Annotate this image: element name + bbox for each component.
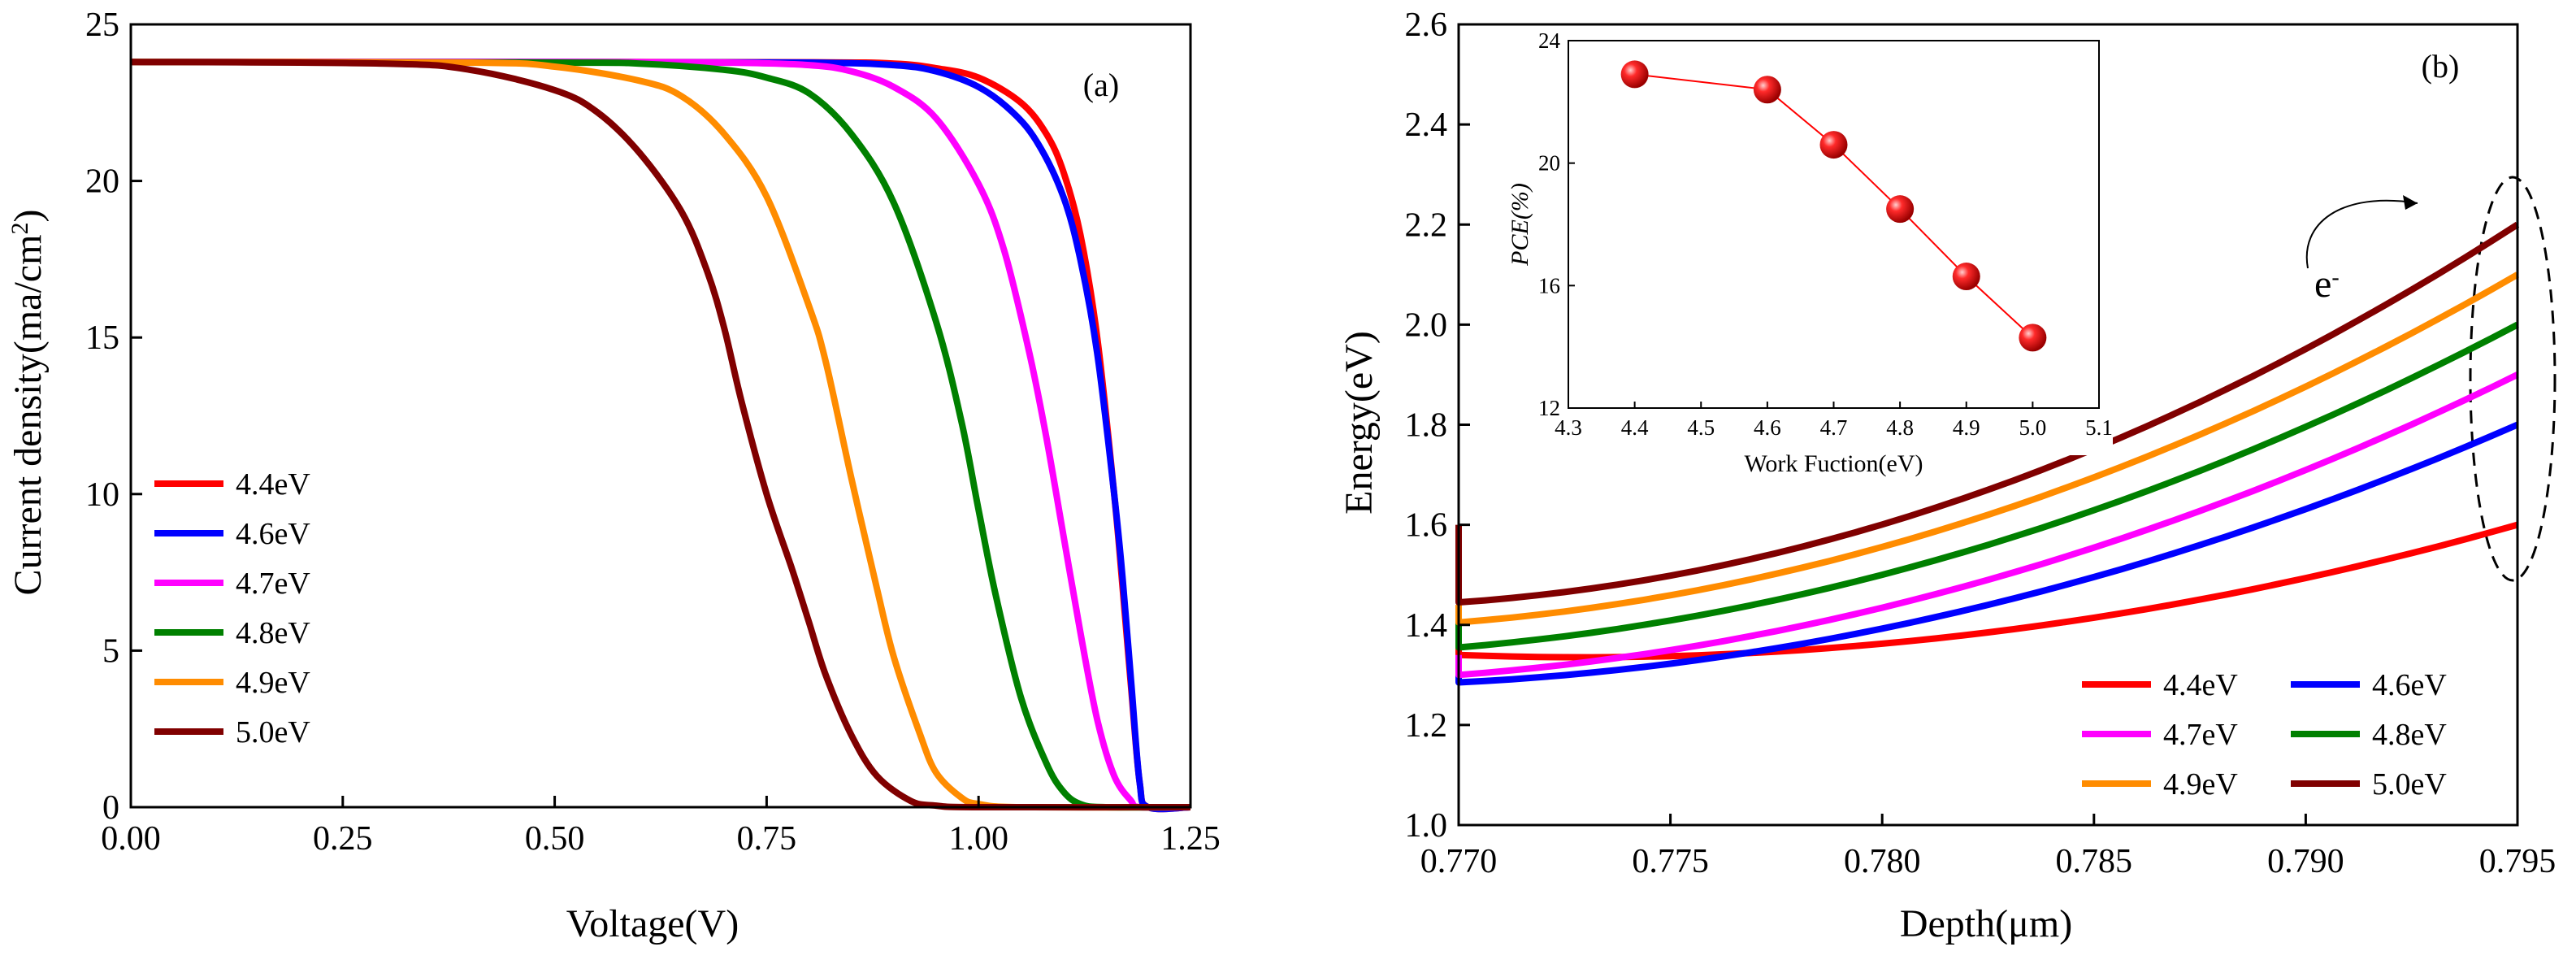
inset-pce-point bbox=[1620, 60, 1649, 89]
panel-b-x-tick-label: 0.775 bbox=[1632, 843, 1709, 880]
barrier-ellipse bbox=[2469, 176, 2556, 582]
inset-pce-line bbox=[1634, 73, 2034, 339]
inset-x-tick-label: 4.5 bbox=[1687, 415, 1715, 440]
inset-x-tick-label: 5.1 bbox=[2085, 415, 2113, 440]
electron-arrow bbox=[2305, 199, 2418, 269]
panel-a-y-tick-label: 5 bbox=[102, 632, 119, 670]
panel-b-x-tick-label: 0.795 bbox=[2479, 843, 2556, 880]
panel-b-series-4.7eV bbox=[1455, 371, 2519, 679]
inset-x-tick-label: 4.8 bbox=[1886, 415, 1914, 440]
panel-a-x-tick-label: 0.00 bbox=[101, 820, 161, 858]
panel-b-legend-label: 4.4eV bbox=[2163, 668, 2238, 702]
panel-b-y-tick-label: 2.4 bbox=[1405, 106, 1448, 144]
panel-a-y-tick-label: 25 bbox=[85, 7, 119, 44]
panel-a-y-axis-label: Current density(ma/cm2) bbox=[7, 210, 50, 596]
panel-a-y-tick-label: 10 bbox=[85, 476, 119, 514]
inset-pce-point bbox=[1886, 195, 1915, 224]
panel-b-legend-label: 4.9eV bbox=[2163, 767, 2238, 801]
inset-y-tick-label: 12 bbox=[1538, 396, 1560, 420]
panel-b-series-4.6eV bbox=[1455, 421, 2519, 686]
panel-b-legend-label: 5.0eV bbox=[2372, 767, 2447, 801]
inset-y-tick-label: 20 bbox=[1538, 151, 1560, 176]
inset-pce-point bbox=[2019, 324, 2047, 352]
panel-a-x-tick-label: 1.25 bbox=[1160, 820, 1221, 858]
inset-x-tick-label: 5.0 bbox=[2019, 415, 2047, 440]
panel-a-y-tick-label: 20 bbox=[85, 163, 119, 201]
panel-a-label: (a) bbox=[1083, 67, 1119, 103]
panel-b-series-5.0eV bbox=[1455, 221, 2520, 606]
inset-x-tick-label: 4.6 bbox=[1754, 415, 1781, 440]
panel-a-series-4.9eV bbox=[130, 59, 1191, 811]
panel-b-legend-label: 4.7eV bbox=[2163, 718, 2238, 752]
panel-a-x-axis-label: Voltage(V) bbox=[566, 902, 739, 945]
panel-b-y-tick-label: 2.0 bbox=[1405, 306, 1448, 344]
inset-pce-point bbox=[1952, 263, 1980, 291]
panel-b-x-axis-label: Depth(μm) bbox=[1900, 902, 2072, 945]
inset-pce-point bbox=[1753, 76, 1781, 104]
panel-a-y-tick-label: 15 bbox=[85, 319, 119, 357]
inset-x-tick-label: 4.9 bbox=[1953, 415, 1980, 440]
panel-b-legend-label: 4.8eV bbox=[2372, 718, 2447, 752]
panel-b-y-tick-label: 1.0 bbox=[1405, 807, 1448, 845]
panel-a-x-tick-label: 0.25 bbox=[313, 820, 373, 858]
panel-b-x-tick-label: 0.770 bbox=[1420, 843, 1498, 880]
panel-a-legend-label: 5.0eV bbox=[236, 715, 310, 749]
panel-a-plot-frame bbox=[129, 23, 1192, 809]
panel-a-legend-label: 4.6eV bbox=[236, 517, 310, 551]
panel-a-x-tick-label: 0.50 bbox=[525, 820, 585, 858]
electron-annotation: e- bbox=[2305, 176, 2556, 582]
panel-a-x-tick-label: 1.00 bbox=[948, 820, 1008, 858]
panel-a-series-4.8eV bbox=[130, 59, 1191, 811]
panel-a-chart: Current density(ma/cm2) Voltage(V) (a) 0… bbox=[7, 7, 1221, 945]
panel-b-x-tick-label: 0.785 bbox=[2056, 843, 2133, 880]
panel-a-series-4.7eV bbox=[130, 59, 1191, 811]
svg-text:Current density(ma/cm2): Current density(ma/cm2) bbox=[7, 210, 50, 596]
panel-b-y-tick-label: 1.6 bbox=[1405, 507, 1448, 545]
panel-b-series-4.9eV bbox=[1455, 271, 2519, 626]
inset-x-tick-label: 4.4 bbox=[1621, 415, 1649, 440]
inset-y-tick-label: 16 bbox=[1538, 273, 1560, 298]
panel-b-y-tick-label: 1.4 bbox=[1405, 607, 1448, 645]
panel-b-y-tick-label: 2.2 bbox=[1405, 206, 1448, 244]
panel-a-series-5.0eV bbox=[130, 59, 1191, 811]
inset-x-tick-label: 4.7 bbox=[1820, 415, 1848, 440]
panel-a-legend-label: 4.7eV bbox=[236, 567, 310, 601]
panel-b-x-tick-label: 0.780 bbox=[1844, 843, 1921, 880]
panel-b-legend-label: 4.6eV bbox=[2372, 668, 2447, 702]
panel-b-y-tick-label: 2.6 bbox=[1405, 7, 1448, 44]
panel-b-label: (b) bbox=[2422, 48, 2460, 85]
inset-y-axis-label: PCE(%) bbox=[1507, 183, 1533, 267]
panel-b-series-4.8eV bbox=[1455, 321, 2519, 651]
electron-arrowhead bbox=[2403, 195, 2418, 210]
pce-inset-chart: 4.3 4.4 4.5 4.6 4.7 4.8 4.9 5.0 5.1 12 16 20 24 Work … bbox=[1507, 28, 2113, 477]
panel-a-legend-label: 4.8eV bbox=[236, 616, 310, 650]
inset-pce-point bbox=[1819, 131, 1848, 159]
panel-b-y-tick-label: 1.2 bbox=[1405, 707, 1448, 745]
panel-b-x-tick-label: 0.790 bbox=[2267, 843, 2344, 880]
inset-y-tick-label: 24 bbox=[1538, 28, 1561, 53]
electron-label: e- bbox=[2314, 263, 2340, 306]
inset-x-tick-label: 4.3 bbox=[1555, 415, 1582, 440]
inset-background bbox=[1511, 41, 2113, 455]
panel-b-y-tick-label: 1.8 bbox=[1405, 407, 1448, 445]
panel-a-x-tick-label: 0.75 bbox=[737, 820, 797, 858]
panel-b-y-axis-label: Energy(eV) bbox=[1338, 331, 1381, 515]
inset-x-axis-label: Work Fuction(eV) bbox=[1744, 450, 1923, 477]
panel-b-chart: Energy(eV) Depth(μm) (b) e- 0.770 0.775 0.… bbox=[1338, 7, 2556, 945]
panel-a-y-tick-label: 0 bbox=[102, 789, 119, 827]
panel-a-legend-label: 4.4eV bbox=[236, 467, 310, 502]
panel-a-legend-label: 4.9eV bbox=[236, 666, 310, 700]
